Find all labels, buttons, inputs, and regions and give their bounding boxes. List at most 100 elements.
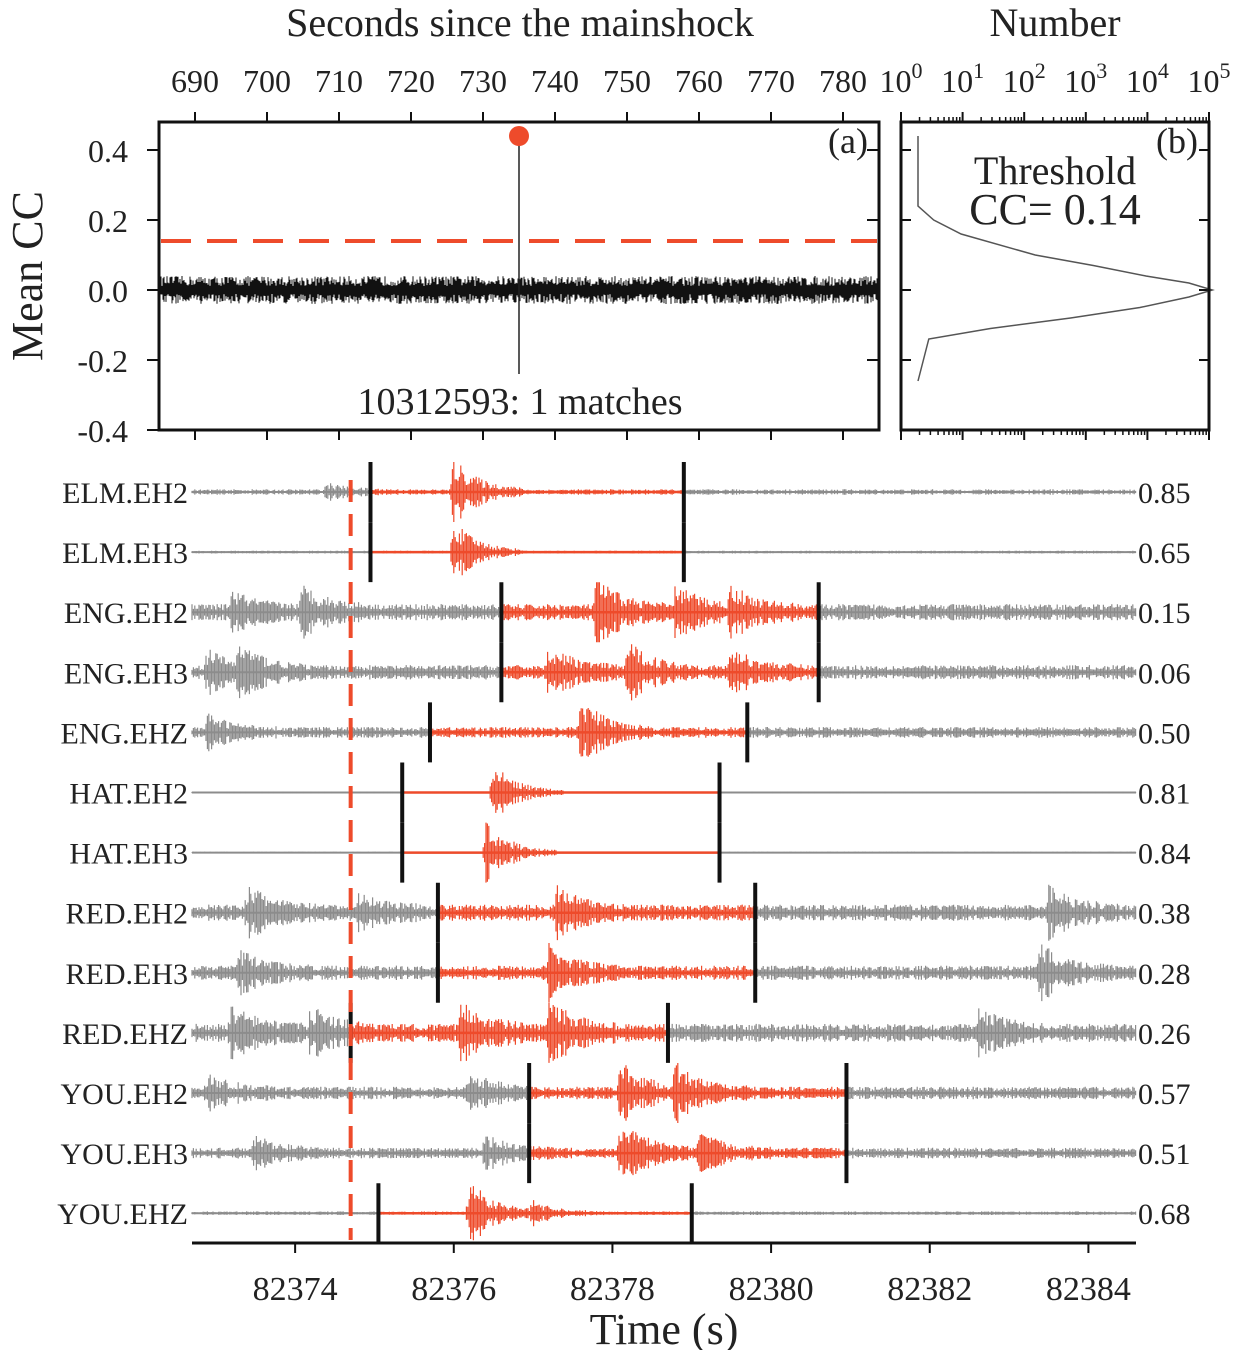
template-trace [500, 582, 819, 643]
cc-value: 0.38 [1138, 898, 1191, 931]
panel-b-x-tick-label: 105 [1188, 58, 1231, 99]
panel-b-x-ticks: 100 101 102 103 104 105 [880, 58, 1231, 440]
panel-a-x-tick-label: 730 [459, 63, 507, 99]
waveform-background-trace [191, 550, 1137, 554]
panel-b-threshold-value: CC= 0.14 [969, 185, 1141, 234]
template-trace [379, 1186, 691, 1241]
cc-value: 0.84 [1138, 838, 1191, 871]
station-label: ELM.EH2 [62, 477, 188, 510]
waveform-background-trace [191, 646, 1137, 699]
panel-a-x-title: Seconds since the mainshock [286, 0, 754, 45]
panel-a-x-tick-label: 760 [675, 63, 723, 99]
waveform-x-tick-label: 82376 [411, 1271, 496, 1308]
waveform-row: RED.EH3 0.28 [66, 942, 1191, 1003]
panel-a-y-tick-label: -0.4 [77, 413, 128, 449]
waveform-row: RED.EHZ 0.26 [62, 1002, 1191, 1063]
station-label: HAT.EH3 [69, 838, 188, 871]
panel-b-x-tick-exponent: 2 [1035, 58, 1046, 83]
panel-b-x-tick-exponent: 4 [1158, 58, 1169, 83]
waveform-row: ENG.EHZ 0.50 [61, 702, 1191, 763]
cc-value: 0.68 [1138, 1198, 1191, 1231]
waveform-row: ELM.EH3 0.65 [62, 522, 1191, 583]
cc-histogram-curve [917, 136, 1215, 382]
panel-a-x-tick-label: 740 [531, 63, 579, 99]
waveform-background-trace [191, 1211, 1137, 1215]
panel-b-x-tick-label: 103 [1064, 58, 1107, 99]
panel-a-x-tick-label: 690 [171, 63, 219, 99]
panel-a-x-tick-label: 720 [387, 63, 435, 99]
waveform-row: ENG.EH2 0.15 [64, 582, 1191, 643]
cc-value: 0.15 [1138, 597, 1191, 630]
panel-b-x-title: Number [989, 0, 1120, 45]
panel-a: Seconds since the mainshock Mean CC 690 7… [3, 0, 881, 449]
panel-a-y-tick-label: -0.2 [77, 343, 128, 379]
panel-b-x-tick-label: 102 [1003, 58, 1046, 99]
cc-value: 0.65 [1138, 537, 1191, 570]
waveform-background-trace [191, 713, 1137, 752]
panel-a-x-tick-label: 770 [747, 63, 795, 99]
waveform-x-tick-label: 82374 [253, 1271, 338, 1308]
waveform-x-tick-label: 82384 [1046, 1271, 1131, 1308]
waveform-traces: ELM.EH2 0.85 ELM.EH3 0.65 ENG.EH2 0.15 ENG.EH3… [57, 462, 1191, 1244]
station-label: YOU.EH2 [61, 1078, 189, 1111]
panel-b-x-tick-base: 10 [1064, 63, 1096, 99]
waveform-background-trace [191, 1136, 1137, 1171]
template-trace [437, 943, 756, 1003]
station-label: ENG.EHZ [61, 717, 188, 750]
panel-a-x-tick-label: 700 [243, 63, 291, 99]
panel-a-x-ticks: 690 700 710 720 730 740 750 760 770 780 [171, 63, 867, 440]
panel-a-x-tick-label: 710 [315, 63, 363, 99]
panel-b-label: (b) [1156, 121, 1198, 161]
template-trace [528, 1131, 847, 1176]
station-label: RED.EH2 [66, 898, 189, 931]
waveform-panel: ELM.EH2 0.85 ELM.EH3 0.65 ENG.EH2 0.15 ENG.EH3… [57, 462, 1191, 1350]
panel-a-plot [159, 126, 878, 374]
panel-a-x-tick-label: 750 [603, 63, 651, 99]
panel-a-frame [157, 120, 881, 432]
waveform-x-title: Time (s) [590, 1305, 739, 1350]
station-label: HAT.EH2 [69, 778, 188, 811]
panel-b-x-tick-label: 104 [1126, 58, 1169, 99]
waveform-row: HAT.EH2 0.81 [69, 762, 1191, 823]
panel-b-x-tick-base: 10 [1126, 63, 1158, 99]
waveform-row: ENG.EH3 0.06 [64, 642, 1191, 703]
waveform-row: RED.EH2 0.38 [66, 882, 1191, 943]
panel-b-x-tick-label: 100 [880, 58, 923, 99]
waveform-row: YOU.EHZ 0.68 [57, 1183, 1191, 1244]
panel-a-y-tick-label: 0.4 [88, 133, 128, 169]
cc-value: 0.57 [1138, 1078, 1191, 1111]
panel-a-annotation: 10312593: 1 matches [357, 381, 682, 423]
panel-b-x-tick-exponent: 1 [973, 58, 984, 83]
panel-a-y-tick-label: 0.0 [88, 273, 128, 309]
panel-a-y-tick-label: 0.2 [88, 203, 128, 239]
waveform-background-trace [191, 884, 1137, 941]
cc-value: 0.81 [1138, 778, 1191, 811]
waveform-background-trace [191, 585, 1137, 639]
panel-b: Number 100 101 102 103 104 105 (b) Threshold … [880, 0, 1231, 440]
template-trace [429, 708, 747, 757]
waveform-x-tick-label: 82378 [570, 1271, 655, 1308]
template-trace [437, 885, 756, 941]
panel-a-y-title: Mean CC [3, 191, 52, 361]
station-label: YOU.EH3 [61, 1138, 189, 1171]
waveform-background-trace [191, 483, 1137, 501]
waveform-row: ELM.EH2 0.85 [62, 462, 1191, 522]
detection-marker [509, 126, 529, 146]
waveform-x-tick-label: 82380 [729, 1271, 814, 1308]
station-label: ELM.EH3 [62, 537, 188, 570]
panel-b-threshold-label: Threshold [974, 148, 1136, 193]
panel-b-x-tick-exponent: 5 [1220, 58, 1231, 83]
waveform-x-tick-label: 82382 [887, 1271, 972, 1308]
panel-b-x-tick-base: 10 [1003, 63, 1035, 99]
waveform-x-axis: 82374 82376 82378 82380 82382 82384 [192, 1241, 1136, 1308]
panel-b-x-tick-exponent: 3 [1096, 58, 1107, 83]
cc-value: 0.51 [1138, 1138, 1191, 1171]
station-label: YOU.EHZ [57, 1198, 188, 1231]
waveform-background-trace [191, 944, 1137, 1002]
station-label: RED.EH3 [66, 958, 189, 991]
panel-b-x-tick-exponent: 0 [912, 58, 923, 83]
template-trace [500, 644, 819, 701]
cc-value: 0.06 [1138, 657, 1191, 690]
cc-value: 0.28 [1138, 958, 1191, 991]
